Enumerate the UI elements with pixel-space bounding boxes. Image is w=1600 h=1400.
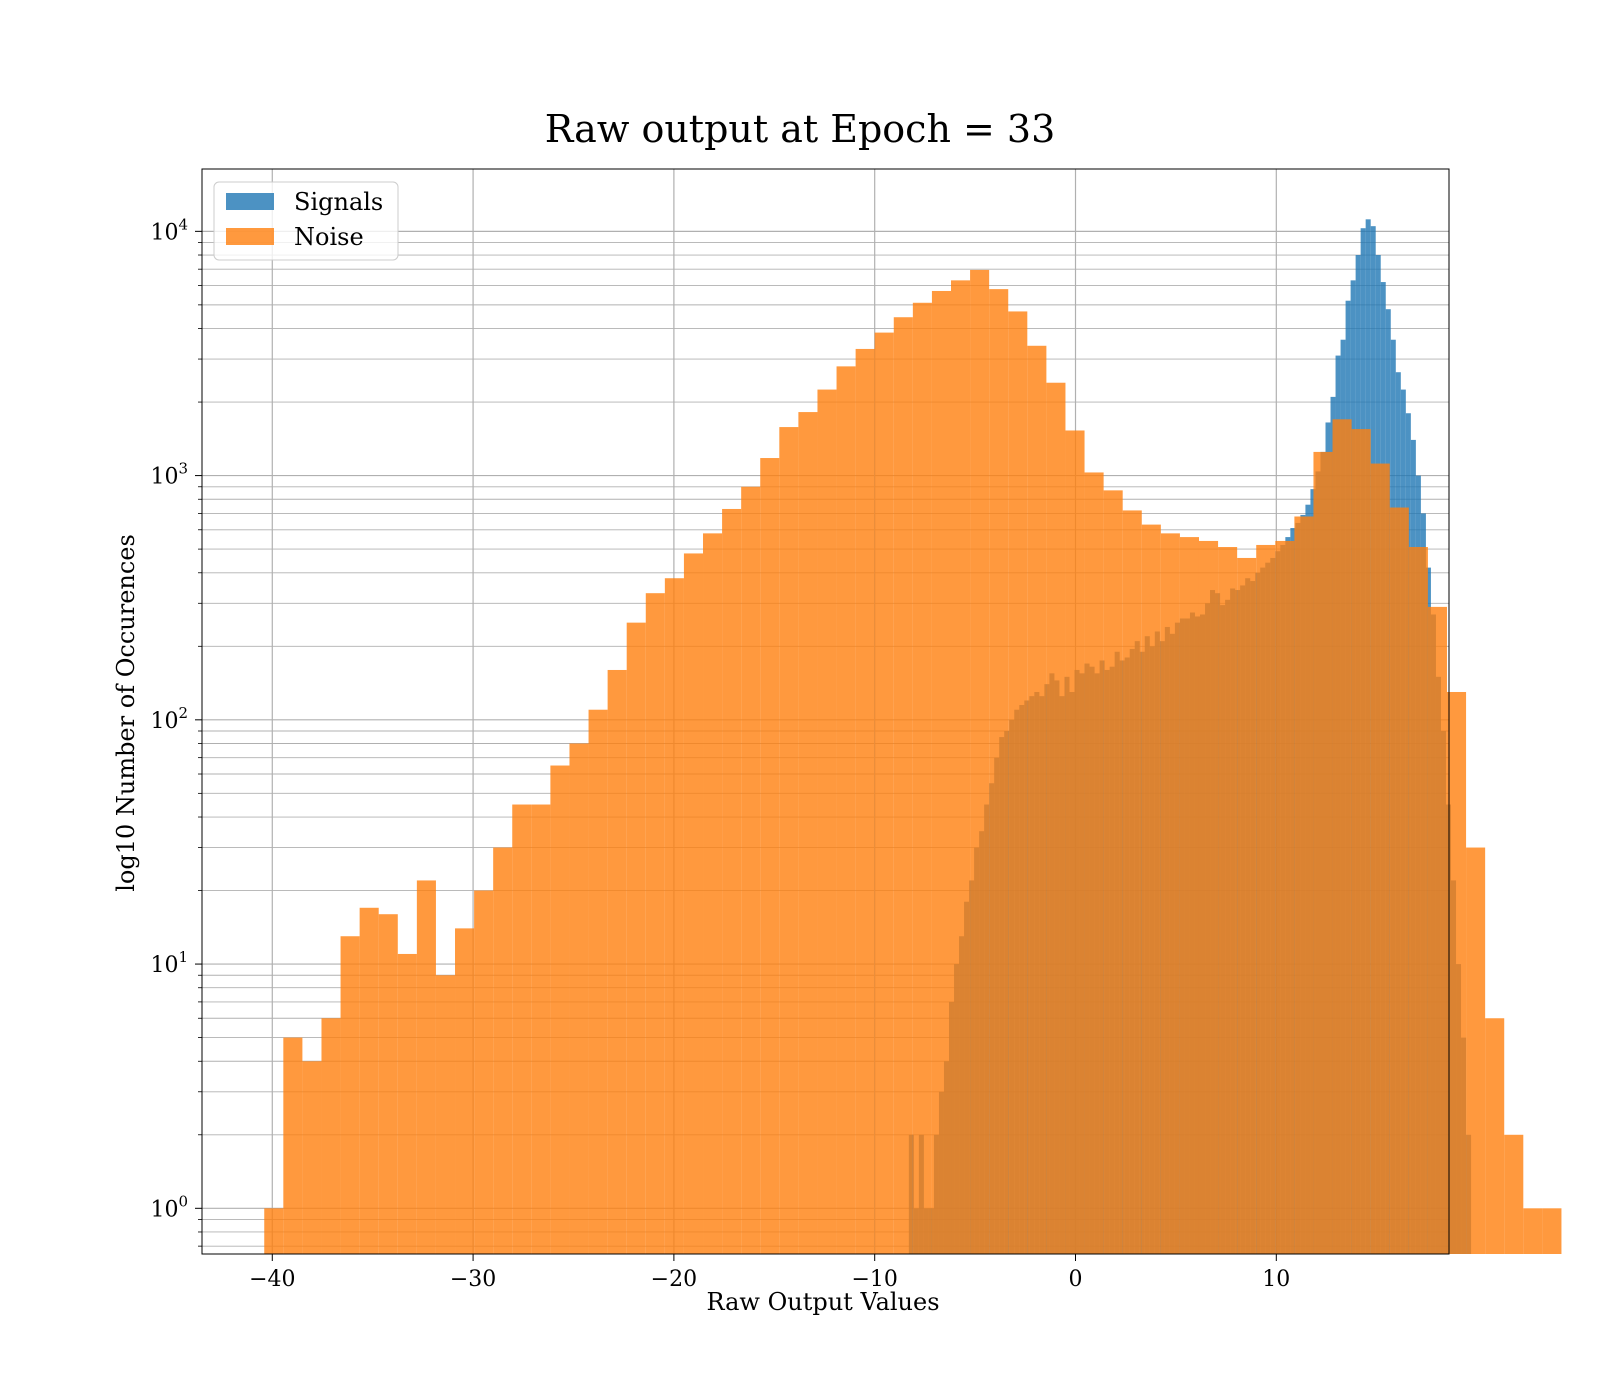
noise-bar xyxy=(1008,311,1028,1254)
noise-bar xyxy=(779,427,799,1254)
noise-bar xyxy=(683,553,704,1254)
noise-bar xyxy=(1141,524,1161,1254)
noise-bar xyxy=(1408,547,1428,1254)
noise-bar xyxy=(741,486,761,1254)
noise-bar xyxy=(626,622,646,1254)
chart-title: Raw output at Epoch = 33 xyxy=(545,107,1056,151)
noise-bar xyxy=(893,317,913,1254)
legend-swatch-noise xyxy=(226,228,274,245)
noise-bar xyxy=(817,389,837,1255)
noise-bar xyxy=(531,804,551,1254)
noise-bar xyxy=(1122,510,1142,1254)
noise-bar xyxy=(855,348,875,1254)
noise-bar xyxy=(1046,382,1066,1254)
noise-bar xyxy=(359,907,379,1254)
noise-bar xyxy=(1218,547,1238,1254)
noise-bar xyxy=(1389,507,1409,1255)
x-tick-label: −10 xyxy=(851,1267,897,1292)
noise-bar xyxy=(455,928,475,1254)
noise-bar xyxy=(703,533,723,1254)
noise-bar xyxy=(1351,429,1371,1254)
noise-bar xyxy=(607,669,627,1254)
noise-bar xyxy=(874,332,894,1254)
noise-bar xyxy=(1198,540,1219,1254)
y-axis-label: log10 Number of Occurences xyxy=(112,534,140,892)
noise-bar xyxy=(1504,1134,1524,1254)
noise-bar xyxy=(931,290,952,1255)
noise-bar xyxy=(836,366,856,1255)
noise-bar xyxy=(340,936,360,1254)
noise-bar xyxy=(1446,691,1467,1254)
noise-bar xyxy=(1256,544,1276,1254)
axes-frame xyxy=(201,168,1450,1255)
noise-bar xyxy=(1370,463,1390,1254)
noise-bar xyxy=(378,914,398,1254)
y-tick-label: 102 xyxy=(150,704,188,734)
noise-bar xyxy=(435,975,456,1254)
noise-bar xyxy=(1179,537,1199,1254)
y-tick-label: 104 xyxy=(150,215,188,245)
noise-bar xyxy=(416,880,436,1254)
x-tick-label: 0 xyxy=(1069,1267,1083,1292)
noise-bar xyxy=(569,743,589,1254)
noise-bar xyxy=(1485,1018,1505,1254)
noise-bar xyxy=(989,289,1009,1254)
noise-bar xyxy=(474,890,494,1254)
legend: Signals Noise xyxy=(213,181,399,261)
noise-bar xyxy=(512,804,532,1254)
noise-bar xyxy=(722,508,742,1254)
y-tick-label: 100 xyxy=(150,1192,188,1222)
legend-label-noise: Noise xyxy=(294,223,364,251)
noise-bar xyxy=(664,578,684,1254)
noise-bar xyxy=(302,1061,322,1254)
y-axis: 100 101 102 103 104 xyxy=(150,215,202,1247)
noise-bar xyxy=(1313,451,1333,1255)
noise-bar xyxy=(951,280,971,1254)
plot-area xyxy=(201,168,1562,1255)
noise-bar xyxy=(798,412,818,1254)
noise-bar xyxy=(1275,540,1295,1254)
noise-bar xyxy=(493,847,513,1254)
noise-bar xyxy=(1237,557,1257,1254)
legend-label-signals: Signals xyxy=(294,188,383,216)
noise-bar xyxy=(1542,1208,1562,1254)
noise-bar xyxy=(550,765,570,1254)
noise-bar xyxy=(1466,847,1486,1254)
noise-bar xyxy=(264,1208,284,1254)
x-tick-label: −30 xyxy=(450,1267,496,1292)
noise-bar xyxy=(1523,1208,1543,1254)
x-axis: −40 −30 −20 −10 0 10 xyxy=(249,1254,1290,1292)
noise-bar xyxy=(1027,345,1047,1254)
noise-bar xyxy=(970,269,990,1254)
y-tick-label: 103 xyxy=(150,460,188,490)
x-tick-label: 10 xyxy=(1262,1267,1290,1292)
noise-bar xyxy=(1160,533,1180,1254)
noise-bar xyxy=(283,1037,303,1254)
noise-bar xyxy=(1065,430,1085,1255)
noise-bar xyxy=(1294,516,1314,1254)
noise-bar xyxy=(1103,490,1123,1255)
noise-bar xyxy=(760,458,780,1254)
noise-bar xyxy=(397,953,417,1254)
noise-bar xyxy=(1427,606,1447,1254)
x-axis-label: Raw Output Values xyxy=(706,1288,939,1316)
legend-swatch-signals xyxy=(226,193,274,210)
noise-bar xyxy=(1332,419,1352,1254)
noise-bars xyxy=(264,269,1562,1255)
x-tick-label: −20 xyxy=(651,1267,697,1292)
noise-bar xyxy=(321,1018,341,1254)
noise-bar xyxy=(1084,472,1104,1254)
noise-bar xyxy=(588,709,608,1254)
x-tick-label: −40 xyxy=(249,1267,295,1292)
noise-bar xyxy=(912,302,932,1254)
noise-bar xyxy=(645,593,665,1254)
y-tick-label: 101 xyxy=(150,948,188,978)
